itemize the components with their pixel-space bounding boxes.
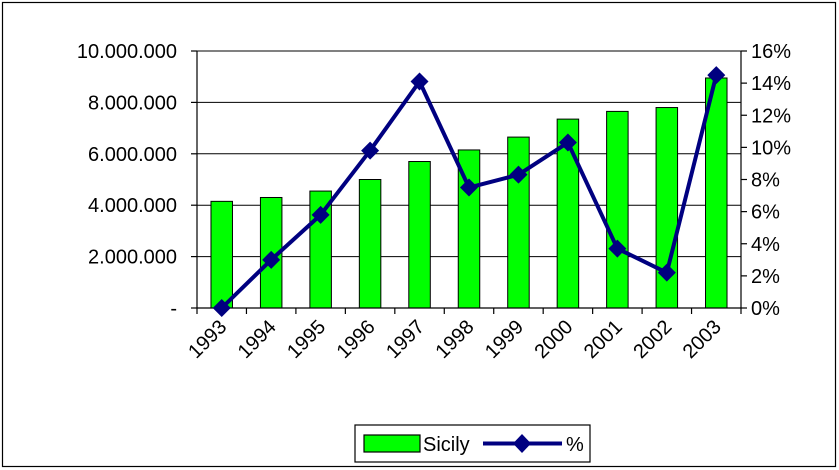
right-tick-label: 16% [751,41,791,63]
point-1993 [212,299,231,317]
left-tick-label: 6.000.000 [88,144,177,166]
axes [191,50,747,314]
left-tick-label: - [170,298,177,320]
legend-label-sicily: Sicily [423,434,470,456]
legend: Sicily % [354,424,591,463]
right-tick-label: 12% [751,105,791,127]
legend-swatch-sicily [363,434,421,453]
right-axis-tick-labels: 0% 2% 4% 6% 8% 10% 12% 14% 16% [751,41,791,320]
left-tick-label: 2.000.000 [88,247,177,269]
bar-1999 [507,136,530,309]
right-tick-label: 6% [751,202,780,224]
right-tick-label: 14% [751,73,791,95]
right-tick-label: 8% [751,170,780,192]
right-tick-label: 4% [751,234,780,256]
right-tick-label: 10% [751,137,791,159]
right-tick-label: 2% [751,266,780,288]
line-series-percent [212,66,726,317]
bar-1996 [358,179,382,309]
right-tick-label: 0% [751,298,780,320]
point-2002 [657,263,676,282]
left-tick-label: 4.000.000 [88,195,177,217]
point-1996 [361,141,380,160]
bar-1993 [210,200,233,309]
point-1998 [460,178,478,197]
bar-1997 [408,161,431,309]
point-1994 [262,250,281,269]
point-1997 [410,72,429,91]
point-1995 [311,205,330,224]
point-2003 [707,66,726,85]
bar-2001 [606,110,629,309]
left-tick-label: 10.000.000 [77,41,177,63]
point-2000 [558,133,577,152]
left-axis-tick-labels: - 2.000.000 4.000.000 6.000.000 8.000.000 10.… [77,41,177,320]
legend-label-percent: % [566,434,584,456]
legend-marker-percent [513,434,531,453]
point-2001 [608,239,627,258]
left-tick-label: 8.000.000 [88,92,177,114]
point-1999 [509,165,528,184]
